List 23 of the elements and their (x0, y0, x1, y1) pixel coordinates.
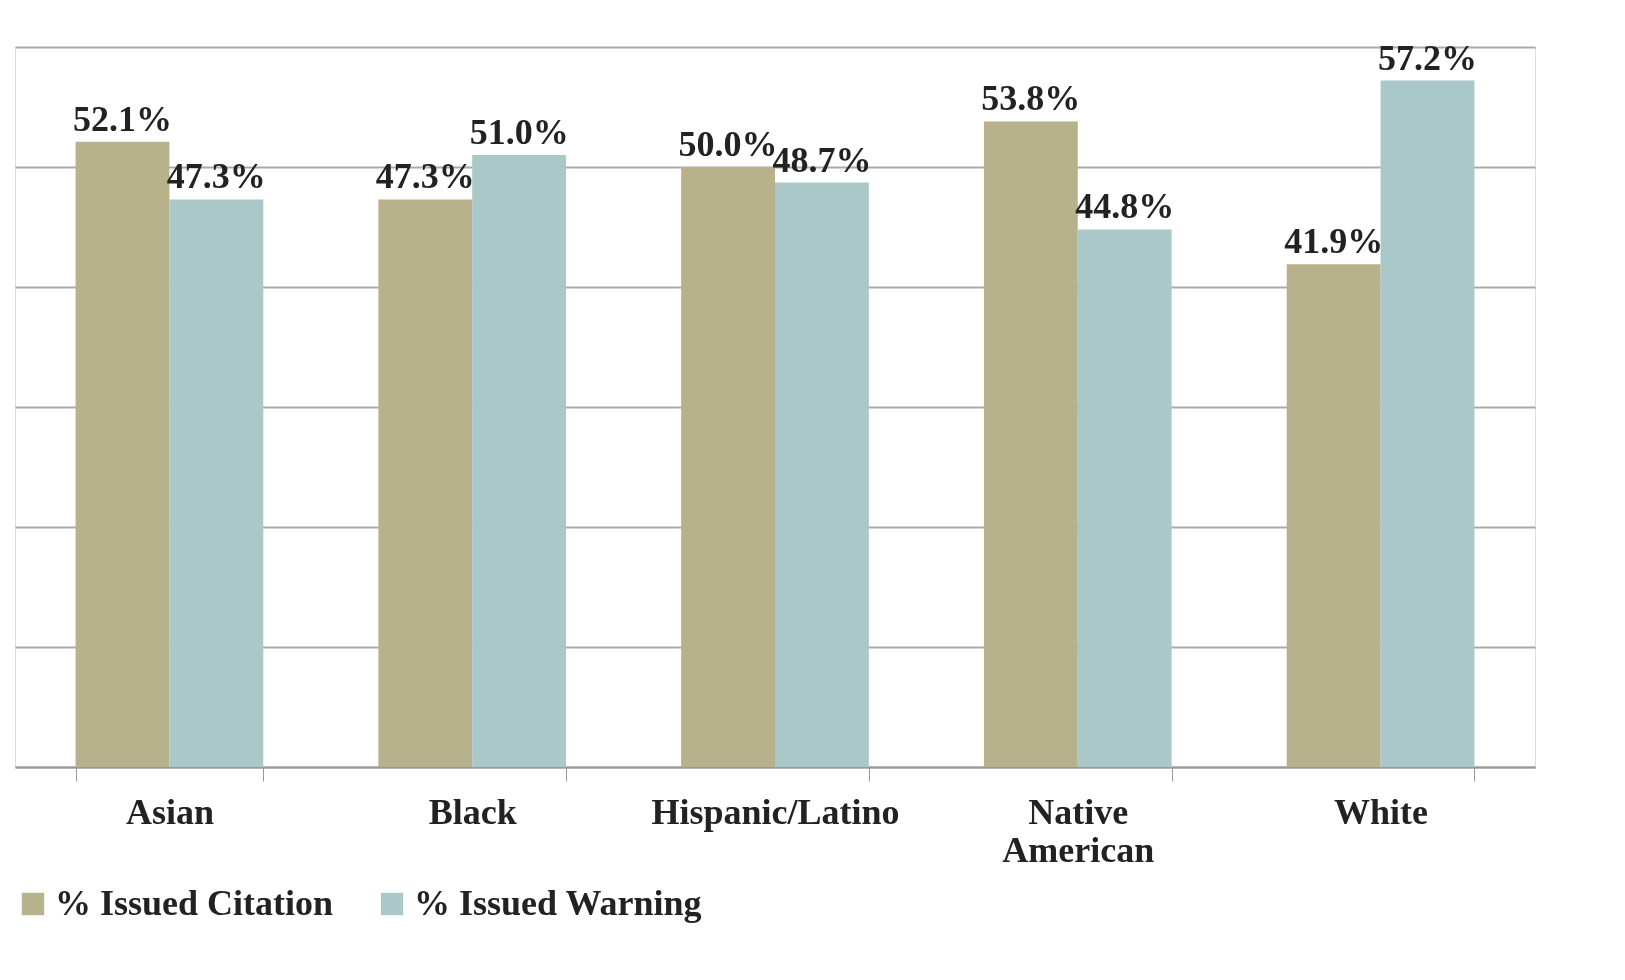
x-tick-label: Black (428, 791, 517, 832)
bar (169, 199, 264, 767)
data-label: 53.8% (981, 78, 1081, 119)
bar (1380, 80, 1475, 767)
data-label: 47.3% (375, 156, 475, 197)
data-label: 52.1% (72, 98, 172, 139)
bar (681, 167, 775, 767)
legend-label: % Issued Warning (414, 883, 702, 923)
bar (775, 182, 869, 767)
bar (472, 155, 567, 767)
legend-label: % Issued Citation (55, 883, 334, 923)
bar (378, 199, 473, 767)
data-label: 51.0% (469, 112, 569, 152)
data-label: 44.8% (1075, 186, 1175, 227)
data-label: 41.9% (1284, 221, 1384, 262)
data-label: 57.2% (1378, 37, 1478, 78)
x-tick-label: Hispanic/Latino (651, 791, 900, 832)
x-tick-label: Asian (125, 791, 214, 832)
data-label: 47.3% (166, 156, 266, 197)
x-tick-label: Native American (1002, 791, 1155, 870)
bar (1077, 229, 1172, 767)
bar (1286, 264, 1381, 767)
x-tick-label: White (1334, 791, 1429, 832)
